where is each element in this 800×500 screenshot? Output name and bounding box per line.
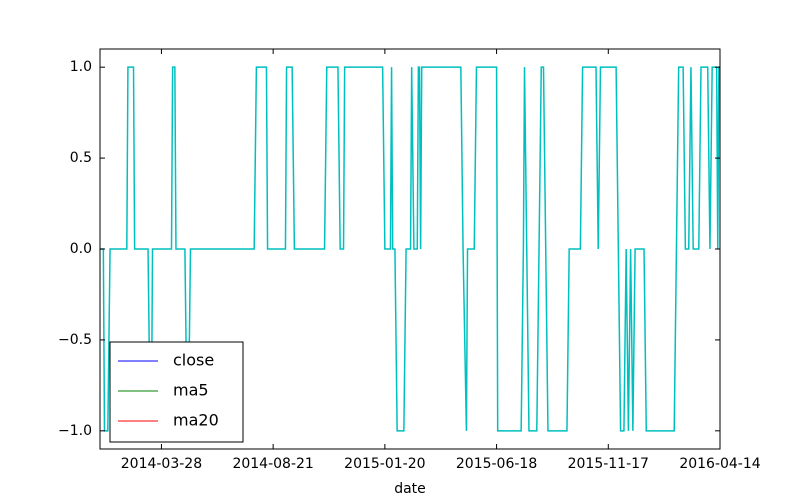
y-tick-label: −1.0 bbox=[58, 423, 92, 439]
x-tick-label: 2015-11-17 bbox=[568, 456, 649, 472]
legend-label: ma5 bbox=[173, 381, 209, 400]
y-tick-label: 0.5 bbox=[70, 150, 92, 166]
y-tick-label: 1.0 bbox=[70, 59, 92, 75]
x-tick-label: 2016-04-14 bbox=[679, 456, 760, 472]
x-tick-label: 2015-01-20 bbox=[344, 456, 425, 472]
x-axis-label: date bbox=[394, 481, 426, 497]
legend-box bbox=[109, 341, 244, 443]
legend-label: ma20 bbox=[173, 411, 219, 430]
line bbox=[100, 66, 720, 432]
y-tick-label: −0.5 bbox=[58, 332, 92, 348]
x-tick-label: 2014-03-28 bbox=[121, 456, 202, 472]
legend-label: close bbox=[173, 351, 214, 370]
x-tick-label: 2015-06-18 bbox=[456, 456, 537, 472]
x-tick-label: 2014-08-21 bbox=[232, 456, 313, 472]
y-tick-label: 0.0 bbox=[70, 241, 92, 257]
